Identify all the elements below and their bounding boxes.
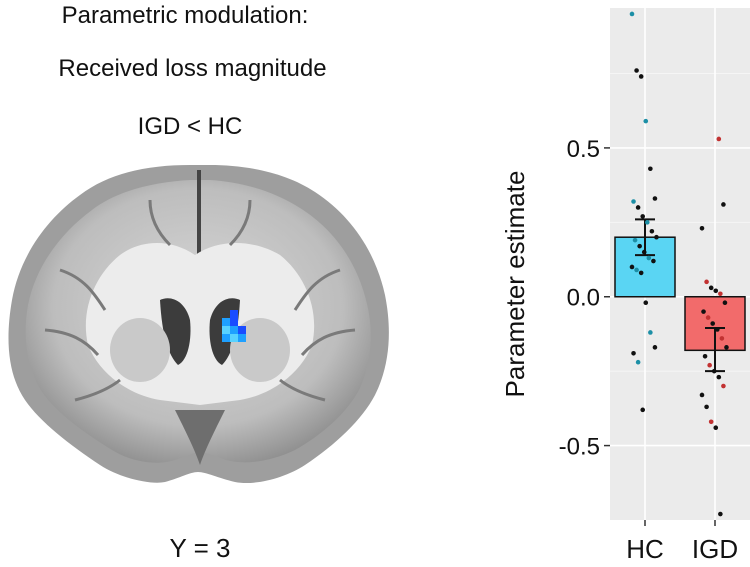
data-point-hc [631, 351, 636, 356]
figure-title-line2: Received loss magnitude [58, 55, 327, 82]
data-point-igd [713, 288, 719, 294]
lateral-ventricle-left [160, 298, 191, 365]
data-point-igd [705, 315, 711, 320]
data-point-igd [707, 362, 712, 368]
data-point-igd [722, 300, 728, 305]
data-point-igd [708, 285, 714, 291]
data-point-igd [718, 291, 723, 297]
data-point-igd [710, 321, 716, 326]
data-point-igd [713, 425, 719, 431]
data-point-igd [701, 309, 706, 314]
activation-voxel [222, 326, 230, 334]
data-point-igd [711, 368, 717, 374]
activation-voxel [230, 326, 238, 334]
activation-voxel [222, 334, 230, 342]
data-point-igd [721, 383, 726, 389]
figure-title-line1: Parametric modulation: [61, 2, 309, 29]
data-point-igd [719, 336, 725, 341]
data-point-hc [648, 330, 653, 335]
data-point-hc [637, 243, 642, 249]
data-point-igd [714, 327, 720, 332]
activation-voxel [222, 318, 230, 326]
activation-voxel [238, 326, 246, 334]
activation-cluster [222, 310, 246, 342]
data-point-hc [654, 234, 659, 240]
data-point-hc [629, 11, 635, 17]
data-point-igd [704, 279, 709, 285]
data-point-hc [638, 270, 644, 276]
data-point-igd [699, 225, 705, 231]
data-point-igd [702, 353, 708, 359]
y-axis-label: Parameter estimate [500, 171, 530, 398]
brain-image [8, 165, 389, 484]
data-point-hc [629, 264, 635, 270]
brain-coronal-slice [0, 160, 400, 530]
y-tick-label: -0.5 [559, 434, 600, 461]
data-point-igd [708, 419, 714, 425]
data-point-hc [635, 205, 641, 210]
slice-coordinate-label: Y = 3 [169, 533, 231, 563]
activation-voxel [230, 318, 238, 326]
contrast-label: IGD < HC [137, 113, 243, 140]
data-point-hc [632, 237, 638, 243]
data-point-hc [651, 258, 656, 264]
data-point-igd [724, 345, 729, 350]
x-tick-label: HC [626, 534, 664, 564]
data-point-hc [643, 300, 649, 305]
data-point-hc [635, 359, 641, 365]
data-point-hc [640, 407, 646, 413]
data-point-hc [643, 118, 649, 124]
data-point-hc [646, 255, 652, 261]
data-point-igd [699, 392, 705, 398]
data-point-hc [644, 220, 650, 225]
data-point-igd [716, 136, 722, 142]
y-tick-label: 0.0 [567, 285, 600, 312]
brainstem-region [175, 410, 225, 465]
x-tick-label: IGD [692, 534, 738, 564]
data-point-igd [704, 404, 709, 410]
data-point-hc [640, 214, 646, 219]
data-point-igd [721, 202, 726, 207]
data-point-igd [718, 511, 723, 517]
data-point-hc [652, 345, 658, 350]
bar-chart: 0.5 0.0 -0.5 HC IGD Parameter estimate [500, 8, 750, 564]
data-point-hc [648, 166, 653, 172]
data-point-hc [631, 199, 636, 204]
basal-ganglia-left [110, 318, 170, 382]
activation-voxel [238, 334, 246, 342]
data-point-hc [649, 228, 655, 234]
data-point-hc [634, 68, 639, 73]
activation-voxel [230, 310, 238, 318]
data-point-hc [652, 196, 658, 201]
y-tick-label: 0.5 [567, 136, 600, 163]
sulci [44, 199, 356, 402]
data-point-hc [638, 74, 644, 79]
activation-voxel [230, 334, 238, 342]
data-point-igd [716, 374, 722, 380]
data-point-hc [634, 267, 639, 273]
data-point-hc [641, 249, 647, 255]
